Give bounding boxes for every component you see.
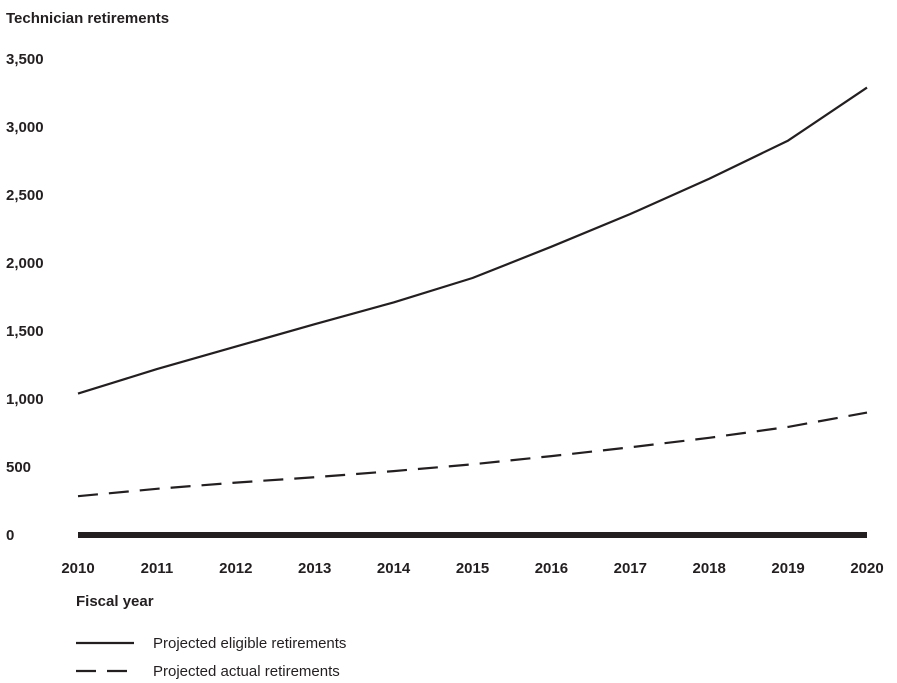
series-line-actual: [77, 411, 868, 498]
y-tick-label: 500: [6, 459, 31, 476]
y-tick-label: 0: [6, 527, 14, 544]
y-tick-label: 2,500: [6, 187, 44, 204]
y-axis-title: Technician retirements: [6, 10, 169, 27]
x-tick-label: 2012: [219, 560, 252, 577]
y-tick-label: 1,500: [6, 323, 44, 340]
x-tick-label: 2013: [298, 560, 331, 577]
y-tick-label: 2,000: [6, 255, 44, 272]
y-tick-labels: 0 500 1,000 1,500 2,000 2,500 3,000 3,500: [6, 51, 44, 544]
legend: Projected eligible retirements Projected…: [76, 635, 346, 680]
y-tick-label: 1,000: [6, 391, 44, 408]
legend-label-eligible: Projected eligible retirements: [153, 635, 346, 652]
y-tick-label: 3,500: [6, 51, 44, 68]
x-tick-label: 2017: [614, 560, 647, 577]
x-tick-label: 2014: [377, 560, 411, 577]
x-tick-label: 2016: [535, 560, 568, 577]
x-axis-title: Fiscal year: [76, 593, 154, 610]
x-tick-label: 2015: [456, 560, 489, 577]
legend-label-actual: Projected actual retirements: [153, 663, 340, 680]
x-tick-labels: 2010 2011 2012 2013 2014 2015 2016 2017 2018 2019…: [61, 560, 883, 577]
x-tick-label: 2010: [61, 560, 94, 577]
x-tick-label: 2020: [850, 560, 883, 577]
series-lines: [77, 86, 868, 498]
y-tick-label: 3,000: [6, 119, 44, 136]
x-tick-label: 2019: [771, 560, 804, 577]
series-line-eligible: [77, 86, 868, 395]
x-tick-label: 2018: [693, 560, 726, 577]
x-tick-label: 2011: [141, 560, 174, 577]
